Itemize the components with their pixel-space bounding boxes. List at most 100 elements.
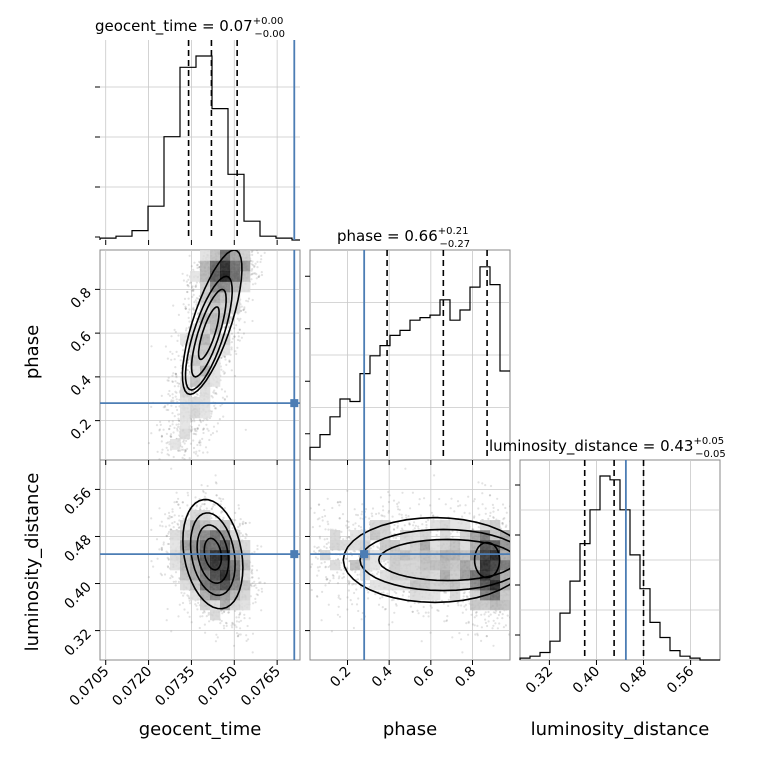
- sample-point: [183, 442, 186, 445]
- density-block: [170, 439, 181, 450]
- sample-point: [247, 297, 251, 300]
- sample-point: [187, 365, 190, 368]
- sample-point: [224, 621, 228, 625]
- sample-point: [173, 385, 176, 388]
- sample-point: [191, 508, 194, 511]
- sample-point: [159, 420, 162, 423]
- sample-point: [163, 573, 167, 576]
- sample-point: [234, 609, 237, 613]
- density-block: [200, 292, 211, 303]
- sample-point: [194, 452, 197, 455]
- sample-point: [195, 281, 198, 284]
- sample-point: [167, 379, 170, 382]
- sample-point: [260, 271, 263, 274]
- sample-point: [164, 525, 167, 528]
- sample-point: [202, 427, 205, 430]
- sample-point: [184, 307, 187, 310]
- sample-point: [196, 427, 199, 430]
- sample-point: [202, 427, 205, 430]
- sample-point: [237, 507, 241, 510]
- sample-point: [158, 507, 161, 510]
- sample-point: [177, 615, 180, 618]
- sample-point: [220, 609, 223, 613]
- sample-point: [239, 532, 242, 535]
- sample-point: [167, 393, 170, 396]
- sample-point: [196, 263, 199, 266]
- sample-point: [192, 390, 195, 393]
- sample-point: [239, 627, 242, 630]
- sample-point: [178, 434, 181, 437]
- sample-point: [166, 517, 169, 520]
- sample-point: [170, 404, 173, 407]
- contour-line: [181, 250, 243, 396]
- sample-point: [155, 424, 159, 427]
- sample-point: [182, 279, 185, 282]
- sample-point: [185, 327, 188, 330]
- sample-point: [251, 319, 254, 323]
- sample-point: [180, 591, 183, 594]
- sample-point: [174, 330, 177, 334]
- density-block: [180, 428, 191, 440]
- sample-point: [234, 511, 237, 514]
- sample-point: [247, 638, 250, 641]
- sample-point: [219, 365, 222, 368]
- sample-point: [223, 355, 226, 358]
- sample-point: [169, 528, 173, 531]
- sample-point: [196, 427, 199, 430]
- sample-point: [169, 350, 172, 353]
- sample-point: [167, 557, 170, 561]
- sample-point: [221, 612, 224, 615]
- sample-point: [179, 371, 183, 374]
- sample-point: [165, 408, 168, 411]
- sample-point: [237, 331, 240, 334]
- sample-point: [188, 308, 191, 311]
- sample-point: [173, 514, 176, 517]
- sample-point: [160, 435, 163, 438]
- sample-point: [178, 398, 181, 401]
- sample-point: [214, 481, 217, 484]
- sample-point: [158, 548, 161, 551]
- sample-point: [239, 309, 242, 312]
- sample-point: [251, 267, 254, 271]
- sample-point: [205, 423, 208, 426]
- sample-point: [168, 524, 171, 527]
- sample-point: [171, 423, 174, 426]
- sample-point: [183, 454, 186, 457]
- sample-point: [188, 457, 191, 460]
- sample-point: [177, 334, 180, 337]
- sample-point: [171, 412, 174, 415]
- sample-point: [186, 284, 189, 287]
- contours: [181, 250, 243, 396]
- sample-point: [187, 316, 190, 319]
- sample-point: [219, 622, 222, 625]
- sample-point: [178, 519, 181, 522]
- sample-point: [202, 489, 205, 492]
- sample-point: [175, 398, 178, 401]
- sample-point: [215, 482, 218, 485]
- sample-point: [256, 544, 259, 547]
- sample-point: [198, 441, 201, 444]
- sample-point: [197, 312, 200, 315]
- sample-point: [160, 451, 163, 454]
- sample-point: [258, 581, 261, 584]
- sample-point: [246, 624, 249, 628]
- sample-point: [208, 438, 211, 442]
- sample-point: [220, 356, 223, 359]
- sample-point: [233, 335, 236, 338]
- sample-point: [172, 455, 175, 459]
- sample-point: [230, 346, 233, 349]
- sample-point: [201, 615, 204, 618]
- grid-lines: [100, 40, 720, 660]
- sample-point: [254, 597, 257, 601]
- sample-point: [213, 392, 216, 395]
- sample-point: [234, 350, 237, 353]
- sample-point: [177, 382, 181, 385]
- sample-point: [168, 389, 171, 393]
- sample-point: [232, 644, 236, 647]
- density-block: [200, 260, 211, 272]
- sample-point: [184, 305, 187, 308]
- sample-point: [160, 434, 163, 437]
- sample-point: [171, 522, 174, 525]
- sample-point: [220, 511, 223, 514]
- sample-point: [199, 419, 202, 422]
